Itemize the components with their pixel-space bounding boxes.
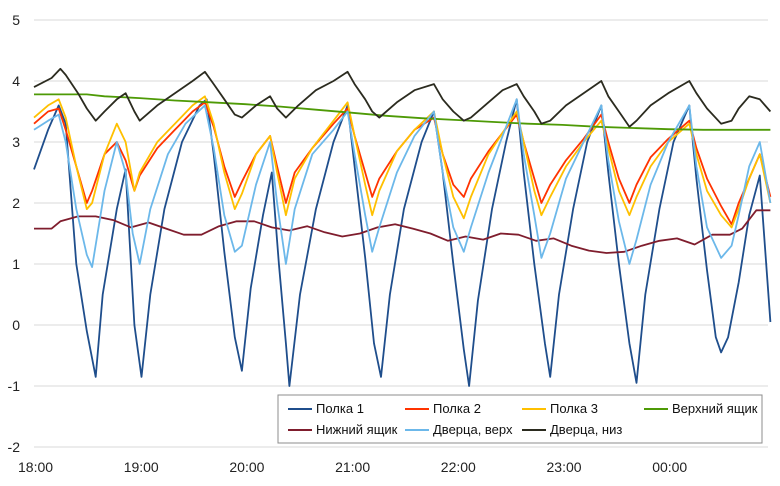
legend-label: Полка 3: [550, 401, 598, 416]
x-tick-label: 23:00: [547, 459, 582, 475]
series-line: [33, 98, 772, 387]
x-tick-label: 18:00: [18, 459, 53, 475]
legend: Полка 1 Полка 2 Полка 3 Верхний ящик Нижний …: [277, 394, 763, 444]
legend-label: Полка 2: [433, 401, 481, 416]
y-tick-label: 4: [12, 73, 20, 89]
x-tick-label: 22:00: [441, 459, 476, 475]
legend-box: [277, 394, 763, 444]
y-tick-label: 0: [12, 317, 20, 333]
gridlines: [34, 19, 768, 448]
legend-label: Дверца, верх: [433, 422, 513, 437]
x-tick-label: 00:00: [652, 459, 687, 475]
y-axis-ticks: -2 -1 0 1 2 3 4 5: [8, 12, 21, 455]
legend-label: Верхний ящик: [672, 401, 758, 416]
legend-label: Дверца, низ: [550, 422, 622, 437]
series-line: [34, 209, 771, 254]
legend-label: Нижний ящик: [316, 422, 398, 437]
x-axis-ticks: 18:00 19:00 20:00 21:00 22:00 23:00 00:00: [18, 459, 687, 475]
series-line: [34, 93, 771, 131]
series-lines: [33, 67, 772, 387]
y-tick-label: 5: [12, 12, 20, 28]
series-line: [33, 67, 772, 128]
y-tick-label: -1: [8, 378, 21, 394]
y-tick-label: 2: [12, 195, 20, 211]
x-tick-label: 21:00: [335, 459, 370, 475]
y-tick-label: 1: [12, 256, 20, 272]
x-tick-label: 20:00: [229, 459, 264, 475]
x-tick-label: 19:00: [124, 459, 159, 475]
series-line: [33, 98, 772, 268]
series-line: [33, 95, 772, 229]
legend-label: Полка 1: [316, 401, 364, 416]
y-tick-label: -2: [8, 439, 21, 455]
y-tick-label: 3: [12, 134, 20, 150]
